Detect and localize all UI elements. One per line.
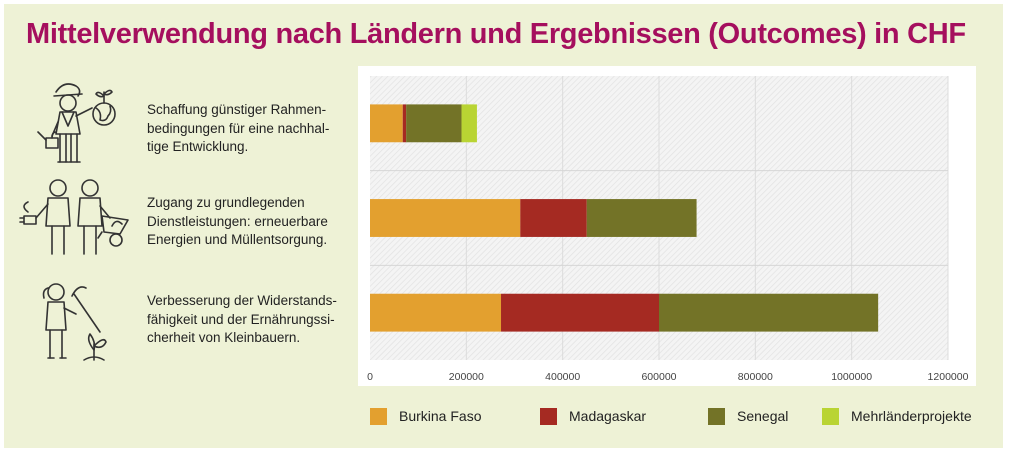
bar-senegal-outcome-2: [586, 199, 697, 237]
legend-label-madagaskar: Madagaskar: [569, 408, 647, 424]
stacked-bar-chart: 0 200000 400000 600000 800000 1000000 1200000: [367, 76, 969, 383]
outcome-label-3: Verbesserung der Widerstands- fähigkeit …: [147, 293, 337, 345]
x-tick-label: 1000000: [831, 371, 872, 383]
outcome-row-3: Verbesserung der Widerstands- fähigkeit …: [4, 274, 359, 364]
x-tick-label: 200000: [449, 371, 484, 383]
legend-label-mehrlaenderprojekte: Mehrländerprojekte: [851, 408, 972, 424]
bar-madagaskar-outcome-1: [402, 104, 407, 143]
bar-madagaskar-outcome-3: [501, 293, 659, 332]
x-tick-label: 0: [367, 371, 373, 383]
bar-senegal-outcome-1: [406, 104, 462, 143]
legend-swatch-burkina-faso: [370, 407, 387, 425]
legend-swatch-madagaskar: [540, 407, 557, 425]
legend-swatch-senegal: [708, 407, 725, 425]
bar-senegal-outcome-3: [659, 293, 879, 332]
bar-burkina-faso-outcome-3: [370, 293, 502, 332]
x-tick-label: 1200000: [928, 371, 969, 383]
bar-burkina-faso-outcome-1: [370, 104, 403, 143]
legend-item-senegal: Senegal: [708, 404, 788, 428]
legend-label-senegal: Senegal: [737, 408, 789, 424]
x-tick-label: 800000: [738, 371, 773, 383]
outcome-label-1: Schaffung günstiger Rahmen- bedingungen …: [147, 102, 330, 154]
infographic-panel: Mittelverwendung nach Ländern und Ergebn…: [4, 4, 1003, 448]
gardener-with-globe-icon: [37, 83, 116, 163]
x-tick-label: 400000: [545, 371, 580, 383]
chart-area: 0 200000 400000 600000 800000 1000000 1200000: [358, 66, 976, 386]
bar-madagaskar-outcome-2: [520, 199, 587, 237]
legend-label-burkina-faso: Burkina Faso: [399, 408, 482, 424]
two-workers-with-wheelbarrow-icon: [19, 179, 129, 255]
legend-item-madagaskar: Madagaskar: [540, 404, 646, 428]
bar-burkina-faso-outcome-2: [370, 199, 521, 237]
bar-mehrl-nderprojekte-outcome-1: [461, 104, 477, 143]
outcome-row-1: Schaffung günstiger Rahmen- bedingungen …: [4, 78, 359, 168]
legend-item-burkina-faso: Burkina Faso: [370, 404, 481, 428]
outcome-row-2: Zugang zu grundlegenden Dienstleistungen…: [4, 176, 359, 266]
outcome-label-2: Zugang zu grundlegenden Dienstleistungen…: [147, 195, 328, 247]
page-title: Mittelverwendung nach Ländern und Ergebn…: [26, 18, 966, 50]
legend-swatch-mehrlaenderprojekte: [822, 407, 839, 425]
farmer-with-hoe-icon: [42, 283, 107, 361]
x-tick-label: 600000: [641, 371, 676, 383]
chart-legend: Burkina Faso Madagaskar Senegal Mehrländ…: [366, 404, 1006, 432]
legend-item-mehrlaenderprojekte: Mehrländerprojekte: [822, 404, 972, 428]
